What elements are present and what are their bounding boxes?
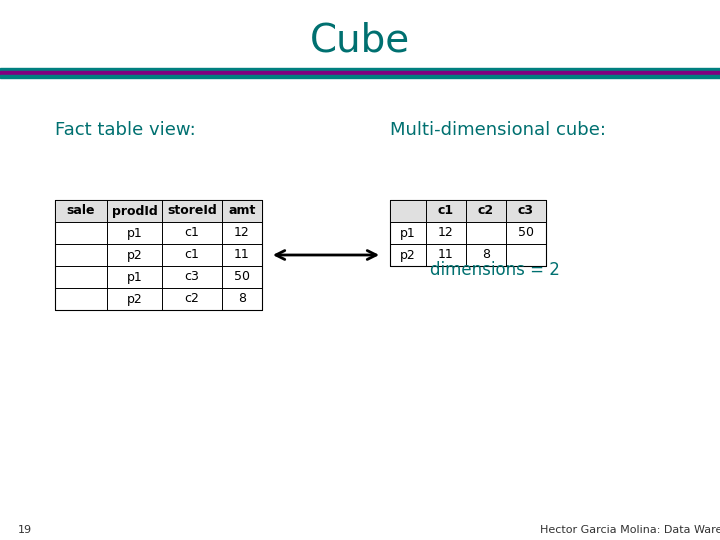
Text: c2: c2 [184,293,199,306]
Text: 12: 12 [438,226,454,240]
Text: c1: c1 [184,248,199,261]
Text: p2: p2 [400,248,416,261]
Bar [390,200,546,266]
Bar [0,71,720,75]
Text: c2: c2 [478,205,494,218]
Bar [0,75,720,78]
Bar [390,200,546,222]
Text: prodId: prodId [112,205,158,218]
Text: p2: p2 [127,248,143,261]
Text: 50: 50 [234,271,250,284]
Text: Multi-dimensional cube:: Multi-dimensional cube: [390,121,606,139]
Text: p1: p1 [400,226,416,240]
Text: 8: 8 [482,248,490,261]
Text: storeId: storeId [167,205,217,218]
Bar [55,200,262,222]
Bar [0,68,720,71]
Text: 12: 12 [234,226,250,240]
Text: Fact table view:: Fact table view: [55,121,196,139]
Text: 50: 50 [518,226,534,240]
Text: dimensions = 2: dimensions = 2 [430,261,560,279]
Bar [55,200,262,310]
Text: 11: 11 [438,248,454,261]
Text: 11: 11 [234,248,250,261]
Text: 19: 19 [18,525,32,535]
Text: p1: p1 [127,226,143,240]
Text: c1: c1 [438,205,454,218]
Text: Hector Garcia Molina: Data Warehousing and OLAP: Hector Garcia Molina: Data Warehousing a… [540,525,720,535]
Text: p2: p2 [127,293,143,306]
Text: c1: c1 [184,226,199,240]
Text: c3: c3 [184,271,199,284]
Text: c3: c3 [518,205,534,218]
Text: p1: p1 [127,271,143,284]
Text: Cube: Cube [310,21,410,59]
Text: amt: amt [228,205,256,218]
Text: sale: sale [67,205,95,218]
Text: 8: 8 [238,293,246,306]
